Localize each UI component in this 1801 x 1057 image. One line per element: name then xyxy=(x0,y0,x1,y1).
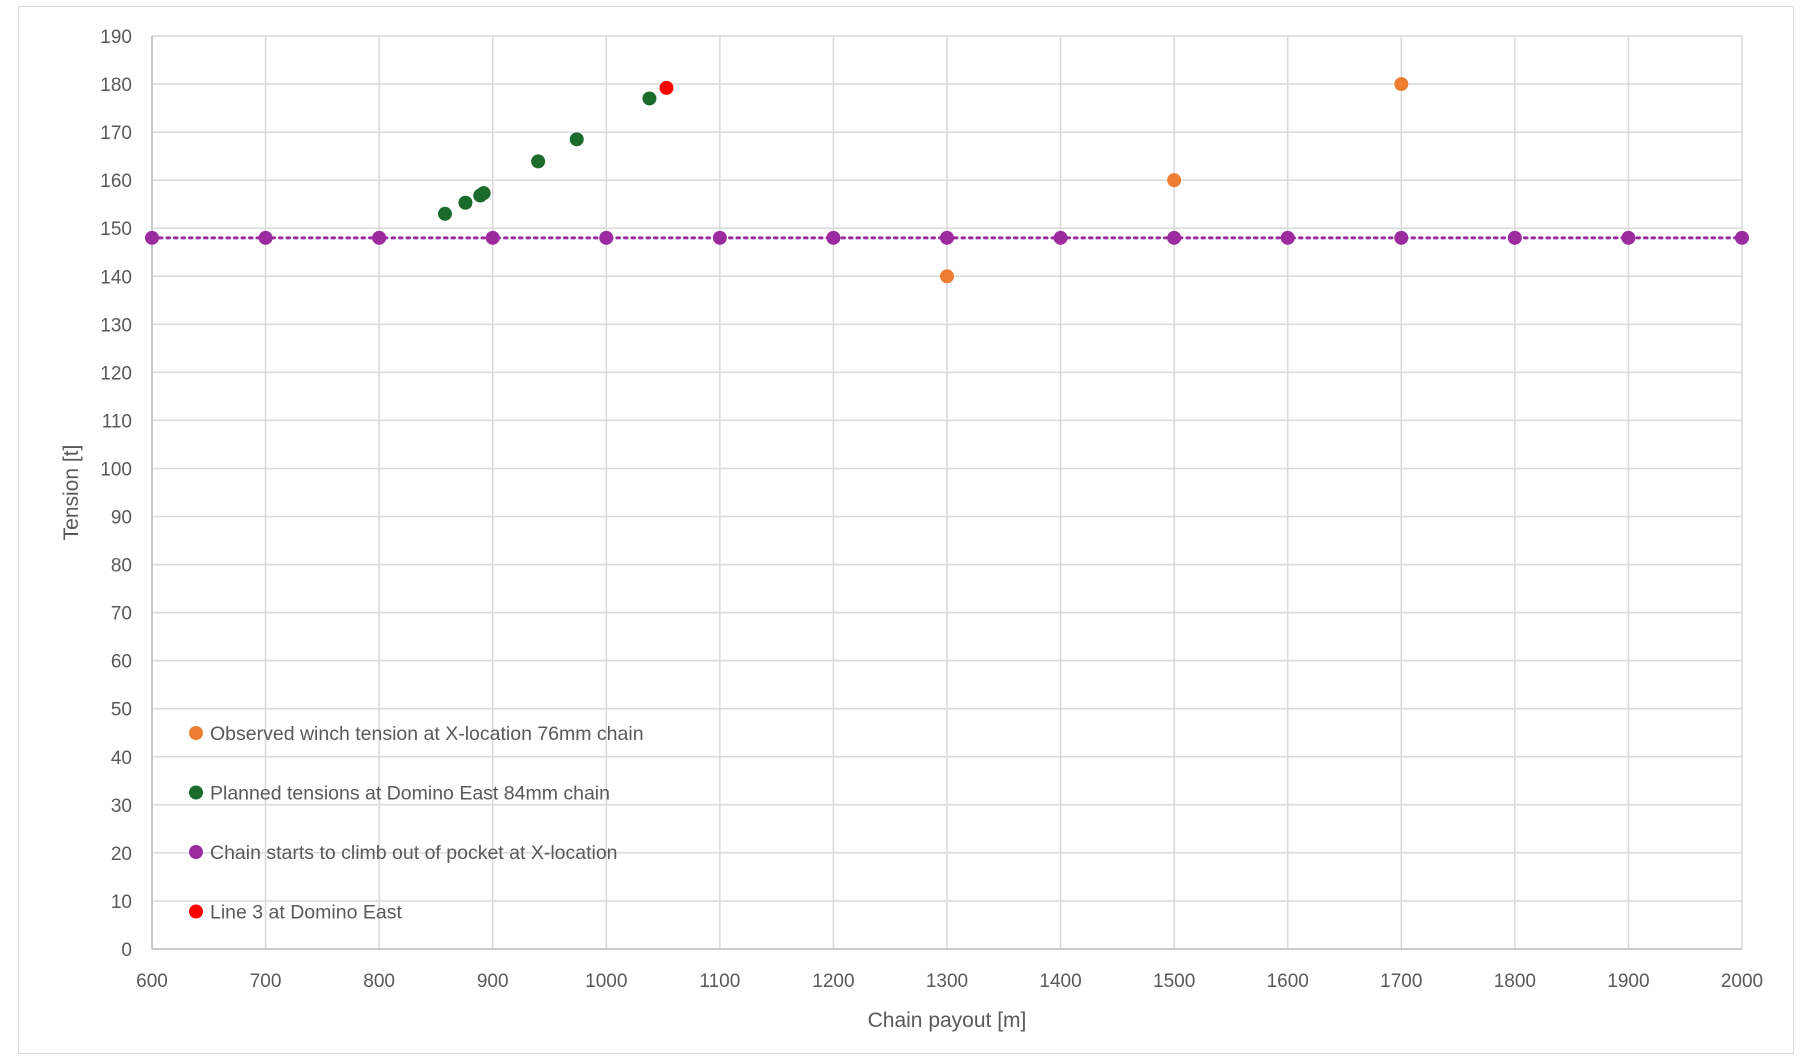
data-point xyxy=(1507,230,1522,245)
data-point xyxy=(1280,230,1295,245)
series-2 xyxy=(438,91,657,221)
data-point xyxy=(712,230,727,245)
legend-marker xyxy=(189,845,203,859)
legend-label: Chain starts to climb out of pocket at X… xyxy=(210,842,618,864)
x-tick-label: 1900 xyxy=(1607,971,1649,992)
series-1 xyxy=(940,77,1409,284)
legend-item: Chain starts to climb out of pocket at X… xyxy=(189,842,618,864)
y-axis-title: Tension [t] xyxy=(60,445,83,541)
legend-label: Line 3 at Domino East xyxy=(210,902,402,924)
data-point xyxy=(1053,230,1068,245)
x-tick-label: 1800 xyxy=(1494,971,1536,992)
y-tick-label: 130 xyxy=(100,315,132,336)
data-point xyxy=(1167,230,1182,245)
y-tick-label: 100 xyxy=(100,459,132,480)
x-tick-label: 900 xyxy=(477,971,509,992)
legend-label: Planned tensions at Domino East 84mm cha… xyxy=(210,783,610,805)
data-point xyxy=(485,230,500,245)
x-tick-label: 2000 xyxy=(1721,971,1763,992)
x-tick-label: 1600 xyxy=(1267,971,1309,992)
series-3 xyxy=(145,230,1749,245)
legend-label: Observed winch tension at X-location 76m… xyxy=(210,723,644,745)
data-point xyxy=(642,91,657,106)
data-point xyxy=(940,269,954,284)
x-tick-label: 600 xyxy=(136,971,168,992)
legend-marker xyxy=(189,904,203,919)
x-tick-label: 1100 xyxy=(699,971,740,992)
data-point xyxy=(458,195,473,210)
y-tick-label: 70 xyxy=(111,604,132,625)
legend-item: Planned tensions at Domino East 84mm cha… xyxy=(189,783,610,805)
gridlines xyxy=(151,35,1743,950)
data-point xyxy=(476,186,491,201)
x-tick-label: 1000 xyxy=(585,971,627,992)
y-tick-label: 90 xyxy=(111,508,132,529)
data-point xyxy=(940,230,954,245)
data-point xyxy=(438,206,453,221)
x-tick-label: 1400 xyxy=(1039,971,1081,992)
y-tick-label: 0 xyxy=(121,940,132,961)
y-tick-label: 180 xyxy=(100,75,132,96)
y-tick-label: 20 xyxy=(111,844,132,865)
data-series xyxy=(145,77,1749,284)
y-tick-label: 10 xyxy=(111,892,132,913)
x-axis-tick-labels: 600 700 800 900 1000 1100 1200 1300 1400 1500 1600… xyxy=(136,971,1763,992)
y-tick-label: 120 xyxy=(100,363,132,384)
x-tick-label: 1300 xyxy=(926,971,968,992)
data-point xyxy=(1735,230,1749,245)
y-tick-label: 50 xyxy=(111,700,132,721)
data-point xyxy=(258,230,273,245)
data-point xyxy=(372,230,387,245)
x-tick-label: 1500 xyxy=(1153,971,1195,992)
y-tick-label: 190 xyxy=(100,27,132,48)
legend-marker xyxy=(189,785,203,800)
x-axis-title: Chain payout [m] xyxy=(868,1009,1027,1032)
legend-marker xyxy=(189,726,203,740)
y-tick-label: 60 xyxy=(111,652,132,673)
data-point xyxy=(826,230,841,245)
y-tick-label: 150 xyxy=(100,219,132,240)
data-point xyxy=(569,132,584,147)
data-point xyxy=(659,80,674,95)
series-4 xyxy=(659,80,674,95)
data-point xyxy=(1621,230,1636,245)
legend-item: Observed winch tension at X-location 76m… xyxy=(189,723,644,745)
y-tick-label: 40 xyxy=(111,748,132,769)
data-point xyxy=(1394,230,1409,245)
data-point xyxy=(1167,173,1182,188)
legend: Observed winch tension at X-location 76m… xyxy=(189,723,644,924)
data-point xyxy=(1394,77,1409,92)
data-point xyxy=(599,230,614,245)
legend-item: Line 3 at Domino East xyxy=(189,902,402,924)
x-tick-label: 1700 xyxy=(1380,971,1422,992)
data-point xyxy=(145,230,159,245)
y-tick-label: 80 xyxy=(111,556,132,577)
y-tick-label: 140 xyxy=(100,267,132,288)
x-tick-label: 800 xyxy=(363,971,395,992)
y-tick-label: 170 xyxy=(100,123,132,144)
y-tick-label: 160 xyxy=(100,171,132,192)
x-tick-label: 1200 xyxy=(812,971,854,992)
y-axis-tick-labels: 0 10 20 30 40 50 60 70 80 90 100 110 120 130 140 150 160… xyxy=(100,27,132,961)
data-point xyxy=(531,154,546,169)
y-tick-label: 110 xyxy=(102,411,132,432)
y-tick-label: 30 xyxy=(111,796,132,817)
x-tick-label: 700 xyxy=(250,971,282,992)
